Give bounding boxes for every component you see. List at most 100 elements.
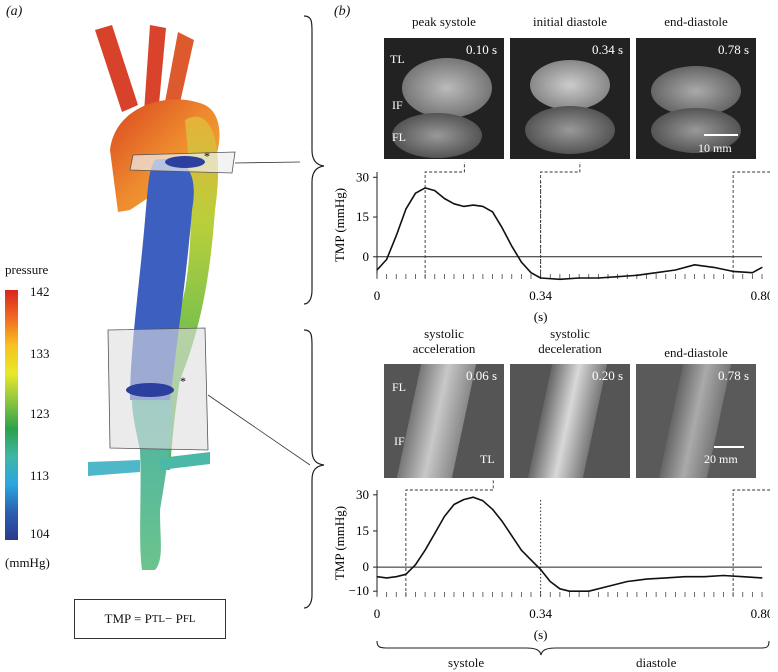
- tmp-data-point: [453, 203, 455, 205]
- tmp-data-point: [694, 264, 696, 266]
- tmp-data-point: [713, 266, 715, 268]
- tmp-data-point: [501, 520, 503, 522]
- tmp-data-point: [463, 205, 465, 208]
- tmp-data-point: [578, 277, 580, 279]
- tmp-data-point: [684, 576, 686, 578]
- x-tick-label: 0.80: [751, 288, 770, 303]
- tmp-data-point: [674, 269, 676, 271]
- tmp-data-point: [520, 261, 522, 263]
- x-axis-label: (s): [534, 309, 548, 324]
- tmp-data-point: [559, 588, 561, 590]
- mri-initial-diastole: 0.34 s: [510, 38, 630, 159]
- mri-peak-systole: 0.10 s TL IF FL: [384, 38, 504, 159]
- tmp-data-point: [491, 211, 494, 213]
- tmp-data-point: [424, 549, 426, 551]
- tmp-data-point: [751, 272, 753, 274]
- x-tick-label: 0: [374, 606, 381, 621]
- y-tick-label: −10: [349, 583, 369, 598]
- legend-tick: 113: [30, 468, 50, 483]
- tmp-data-point: [588, 590, 590, 592]
- tmp-data-point: [742, 576, 744, 578]
- tmp-data-point: [376, 269, 378, 271]
- caption-systolic-acceleration: systolic acceleration: [412, 326, 476, 356]
- tmp-data-point: [636, 274, 638, 276]
- tmp-data-point: [722, 574, 725, 577]
- phase-systole: systole: [448, 655, 485, 670]
- y-tick-label: 15: [356, 523, 369, 538]
- marker-top: *: [204, 149, 210, 163]
- legend-title: pressure: [5, 262, 49, 277]
- connector-top: [234, 161, 301, 164]
- tmp-data-point: [395, 235, 397, 237]
- tmp-data-point: [761, 577, 763, 579]
- tmp-data-point: [414, 564, 417, 566]
- tmp-data-point: [405, 208, 407, 210]
- phase-diastole: diastole: [636, 655, 677, 670]
- braces: [303, 15, 325, 609]
- tmp-data-point: [761, 266, 763, 268]
- tmp-data-point: [617, 276, 619, 278]
- tmp-data-point: [472, 496, 474, 498]
- tmp-data-point: [530, 559, 532, 561]
- tmp-data-point: [405, 573, 407, 575]
- y-tick-label: 0: [363, 249, 370, 264]
- legend-tick: 104: [30, 526, 50, 541]
- legend-tick: 142: [30, 284, 50, 299]
- frame-marker: [732, 489, 770, 596]
- mri-end-diastole-bottom: 0.78 s 20 mm: [636, 364, 756, 478]
- y-tick-label: 0: [363, 559, 370, 574]
- tmp-data-point: [472, 204, 474, 206]
- slice-section-top: [165, 156, 205, 168]
- caption-end-diastole: end-diastole: [664, 14, 728, 29]
- tmp-data-point: [414, 192, 417, 194]
- brace-bottom: [303, 329, 325, 609]
- tmp-data-point: [501, 227, 503, 229]
- x-tick-label: 0.34: [529, 288, 552, 303]
- frame-marker: [732, 171, 770, 278]
- frame-marker: [424, 162, 465, 278]
- tmp-data-point: [540, 568, 542, 571]
- aorta-model: * *: [88, 25, 310, 570]
- caption-peak-systole: peak systole: [412, 14, 476, 29]
- tmp-data-point: [463, 499, 465, 501]
- tmp-data-point: [386, 577, 388, 579]
- mri-systolic-deceleration: 0.20 s: [510, 364, 630, 478]
- frame-marker: [540, 162, 581, 278]
- renal-branch-right: [160, 452, 210, 470]
- tmp-data-point: [482, 500, 484, 502]
- tmp-chart-top: 30 15 0 0 0.34 0.80 (s) TMP (mmHg): [332, 162, 770, 324]
- panel-a-label: (a): [6, 4, 23, 19]
- tmp-data-point: [491, 508, 494, 510]
- legend-tick: 133: [30, 346, 50, 361]
- tmp-data-point: [665, 577, 667, 579]
- tmp-data-point: [530, 272, 532, 274]
- tmp-data-point: [511, 535, 513, 537]
- frame-marker: [405, 480, 494, 596]
- panel-b-label: (b): [334, 4, 351, 19]
- y-axis-label: TMP (mmHg): [332, 188, 347, 262]
- tmp-data-point: [626, 580, 628, 583]
- tmp-data-point: [607, 585, 609, 587]
- slice-section-bottom: [126, 383, 174, 397]
- tmp-formula: TMP = P TL − P FL: [74, 599, 226, 639]
- x-tick-label: 0: [374, 288, 381, 303]
- x-tick-label: 0.80: [751, 606, 770, 621]
- x-tick-label: 0.34: [529, 606, 552, 621]
- caption-end-diastole-bottom: end-diastole: [664, 345, 728, 360]
- pressure-colorbar: [5, 290, 18, 540]
- mri-end-diastole-top: 0.78 s 10 mm: [636, 38, 756, 159]
- tmp-data-point: [645, 578, 648, 580]
- tmp-data-point: [597, 277, 599, 279]
- head-vessel-1: [95, 25, 138, 112]
- tmp-data-point: [434, 532, 436, 534]
- mri-systolic-acceleration: 0.06 s FL IF TL: [384, 364, 504, 478]
- phase-brace: [376, 640, 770, 656]
- tmp-data-point: [703, 576, 705, 578]
- y-tick-label: 30: [356, 487, 369, 502]
- tmp-data-point: [443, 197, 445, 200]
- tmp-data-point: [655, 272, 657, 274]
- caption-initial-diastole: initial diastole: [532, 14, 607, 29]
- connector-bottom: [207, 394, 310, 466]
- marker-bottom: *: [180, 374, 186, 388]
- x-axis-label: (s): [534, 627, 548, 642]
